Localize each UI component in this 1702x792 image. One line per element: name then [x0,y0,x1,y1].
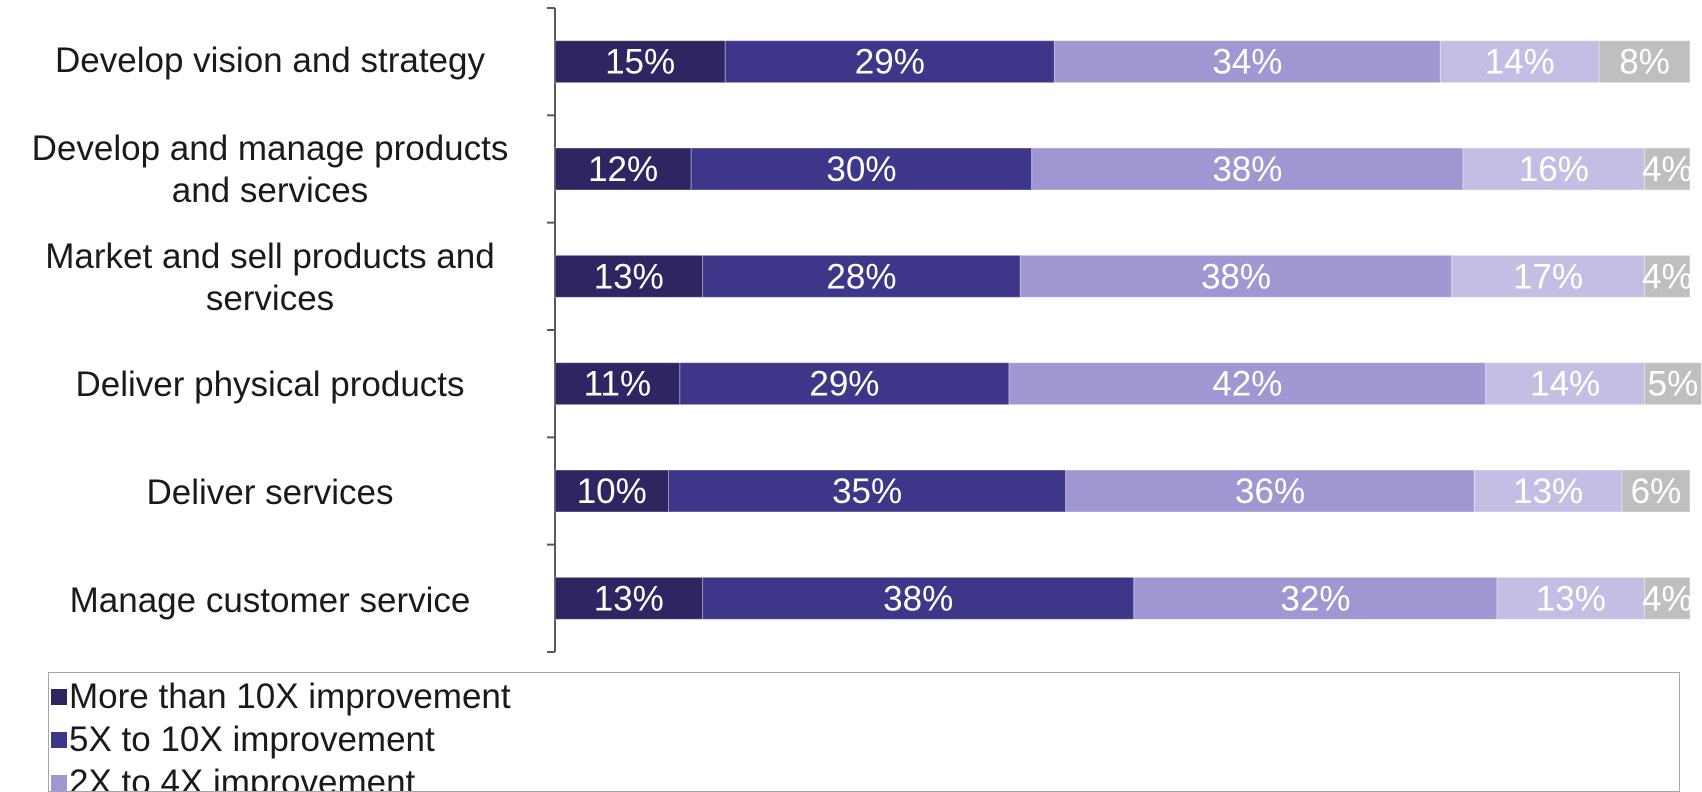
data-label: 42% [1212,365,1282,404]
data-label: 30% [826,150,896,189]
data-label: 8% [1619,43,1670,82]
bar-segment [1644,362,1702,406]
data-label: 5% [1648,365,1699,404]
data-label: 15% [605,43,675,82]
data-label: 29% [855,43,925,82]
data-label: 17% [1513,257,1583,296]
bar-segment [554,576,704,620]
bar-segment [554,147,692,191]
bar-segment [1133,576,1498,620]
legend-label-0: More than 10X improvement [69,677,511,716]
data-label: 13% [594,257,664,296]
data-label: 35% [832,472,902,511]
data-label: 16% [1519,150,1589,189]
data-label: 38% [883,579,953,618]
data-label: 12% [588,150,658,189]
data-label: 13% [594,579,664,618]
data-label: 36% [1235,472,1305,511]
category-label-3: Deliver physical products [75,365,465,404]
category-label-2: Market and sell products and services [45,237,495,318]
bar-segment [1621,469,1691,513]
bar-segment [702,254,1021,298]
category-label-5: Manage customer service [69,581,471,620]
data-label: 29% [809,365,879,404]
bar-segment [1644,576,1691,620]
legend-swatch-2 [51,775,67,791]
data-label: 32% [1280,579,1350,618]
bar-segment [1008,362,1487,406]
data-label: 38% [1201,257,1271,296]
data-label: 10% [577,472,647,511]
bar-segment [554,40,726,84]
data-label: 13% [1536,579,1606,618]
bar-segment [679,362,1010,406]
data-label: 13% [1513,472,1583,511]
legend-item-1: 5X to 10X improvement [49,720,435,760]
bar-segment [724,40,1055,84]
legend-label-2: 2X to 4X improvement [69,763,416,792]
bar-segment [1644,254,1691,298]
legend-label-1: 5X to 10X improvement [69,720,435,759]
bar-segment [554,254,704,298]
legend-swatch-0 [51,689,67,705]
bar-segment [1065,469,1475,513]
bar-segment [702,576,1135,620]
bar-segment [554,362,681,406]
bar-segment [1053,40,1441,84]
data-label: 6% [1631,472,1682,511]
bar-segment [1598,40,1691,84]
data-label: 14% [1485,43,1555,82]
bar-segment [1644,147,1691,191]
bar-segment [1031,147,1464,191]
legend-item-0: More than 10X improvement [49,677,511,717]
bar-segment [690,147,1033,191]
bar-segment [668,469,1067,513]
bar-segment [1019,254,1453,298]
data-label: 34% [1212,43,1282,82]
data-label: 28% [826,257,896,296]
data-label: 4% [1642,257,1693,296]
data-label: 11% [584,365,651,404]
category-label-0: Develop vision and strategy [55,41,485,80]
data-label: 4% [1642,150,1693,189]
data-label: 38% [1212,150,1282,189]
chart-legend: More than 10X improvement 5X to 10X impr… [48,672,1680,792]
legend-swatch-1 [51,732,67,748]
legend-item-2: 2X to 4X improvement [49,763,416,792]
data-label: 14% [1530,365,1600,404]
bar-segment [1451,254,1646,298]
data-label: 4% [1642,579,1693,618]
category-label-4: Deliver services [146,473,394,512]
category-label-1: Develop and manage products and services [31,129,509,210]
